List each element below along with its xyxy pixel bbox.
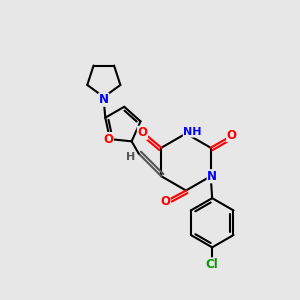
Text: O: O <box>160 195 170 208</box>
Text: O: O <box>137 126 147 139</box>
Text: H: H <box>126 152 135 162</box>
Text: O: O <box>103 133 113 146</box>
Text: O: O <box>227 129 237 142</box>
Text: NH: NH <box>183 127 202 137</box>
Text: Cl: Cl <box>206 258 219 271</box>
Text: N: N <box>207 170 217 183</box>
Text: N: N <box>99 93 109 106</box>
